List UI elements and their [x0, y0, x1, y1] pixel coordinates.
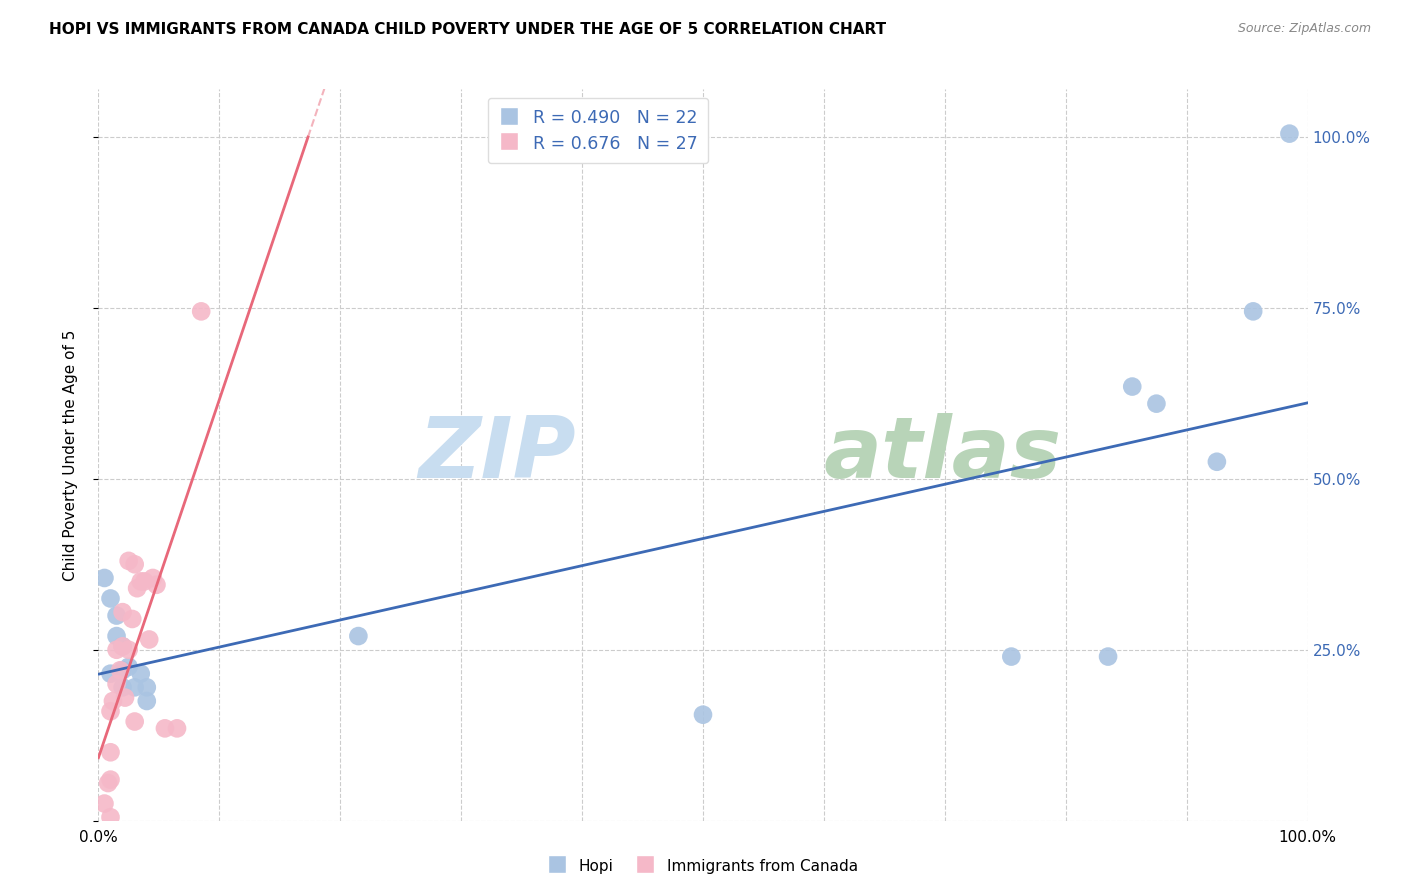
Text: ZIP: ZIP — [419, 413, 576, 497]
Point — [118, 642, 141, 657]
Point — [129, 574, 152, 589]
Point — [100, 704, 122, 718]
Point — [1206, 455, 1229, 469]
Point — [111, 663, 134, 677]
Legend: R = 0.490   N = 22, R = 0.676   N = 27: R = 0.490 N = 22, R = 0.676 N = 27 — [488, 98, 709, 163]
Point — [118, 554, 141, 568]
Point — [111, 640, 134, 654]
Point — [105, 629, 128, 643]
Point — [347, 629, 370, 643]
Text: atlas: atlas — [824, 413, 1062, 497]
Point — [142, 571, 165, 585]
Point — [124, 558, 146, 572]
Point — [100, 666, 122, 681]
Point — [124, 714, 146, 729]
Point — [153, 722, 176, 736]
Point — [145, 578, 167, 592]
Point — [100, 591, 122, 606]
Point — [135, 694, 157, 708]
Point — [124, 681, 146, 695]
Point — [100, 772, 122, 787]
Point — [121, 612, 143, 626]
Point — [105, 642, 128, 657]
Point — [135, 681, 157, 695]
Y-axis label: Child Poverty Under the Age of 5: Child Poverty Under the Age of 5 — [63, 329, 77, 581]
Point — [190, 304, 212, 318]
Point — [1146, 397, 1168, 411]
Point — [111, 605, 134, 619]
Point — [101, 694, 124, 708]
Text: Source: ZipAtlas.com: Source: ZipAtlas.com — [1237, 22, 1371, 36]
Point — [100, 745, 122, 759]
Point — [134, 574, 156, 589]
Point — [111, 640, 134, 654]
Text: HOPI VS IMMIGRANTS FROM CANADA CHILD POVERTY UNDER THE AGE OF 5 CORRELATION CHAR: HOPI VS IMMIGRANTS FROM CANADA CHILD POV… — [49, 22, 886, 37]
Point — [105, 608, 128, 623]
Point — [1121, 379, 1143, 393]
Point — [692, 707, 714, 722]
Point — [1241, 304, 1264, 318]
Point — [1278, 127, 1301, 141]
Point — [97, 776, 120, 790]
Point — [93, 571, 115, 585]
Point — [1097, 649, 1119, 664]
Point — [114, 690, 136, 705]
Point — [118, 660, 141, 674]
Point — [100, 810, 122, 824]
Point — [1000, 649, 1022, 664]
Legend: Hopi, Immigrants from Canada: Hopi, Immigrants from Canada — [541, 852, 865, 880]
Point — [129, 666, 152, 681]
Point — [138, 632, 160, 647]
Point — [93, 797, 115, 811]
Point — [108, 663, 131, 677]
Point — [111, 681, 134, 695]
Point — [166, 722, 188, 736]
Point — [127, 581, 149, 595]
Point — [105, 677, 128, 691]
